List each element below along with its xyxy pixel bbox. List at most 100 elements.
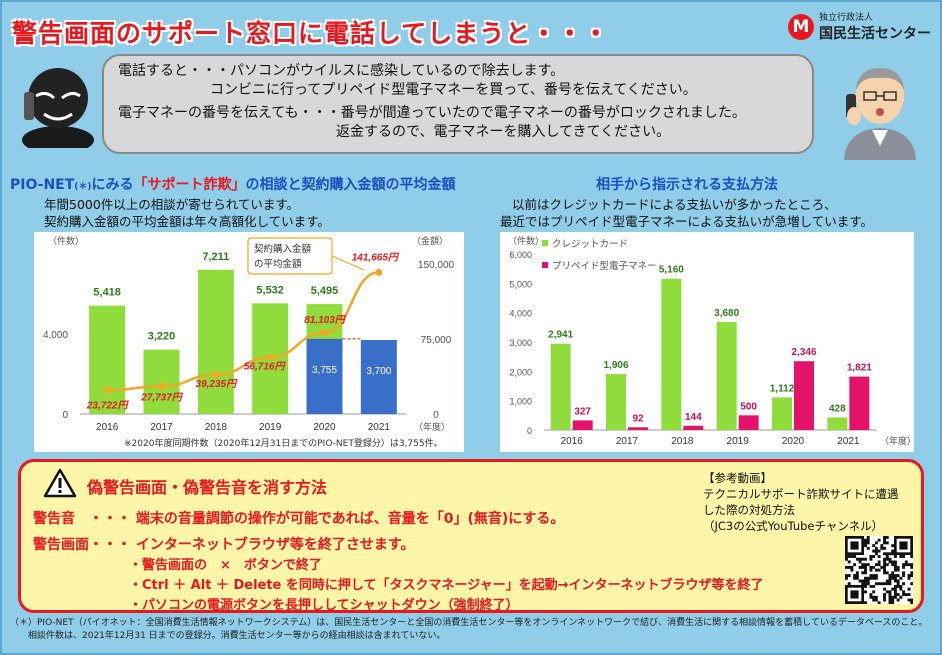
- qr-module: [893, 587, 897, 591]
- qr-module: [864, 565, 867, 569]
- qr-module: [874, 546, 878, 550]
- bar-value-label: 3,680: [714, 308, 739, 319]
- qr-module: [864, 590, 867, 594]
- removal-method-box: 偽警告画面・偽警告音を消す方法 警告音 ・・・ 端末の音量調節の操作が可能であれ…: [18, 459, 924, 613]
- qr-module: [893, 555, 897, 558]
- qr-module: [869, 555, 873, 558]
- qr-module: [899, 595, 903, 599]
- qr-module: [861, 571, 865, 575]
- org-sub-label: 独立行政法人: [819, 13, 874, 23]
- qr-module: [866, 546, 870, 550]
- bar-credit-card: [827, 417, 848, 430]
- qr-module: [845, 555, 848, 558]
- consultation-chart-panel: （件数） （金額） 0 4,000 0 75,000 150,000 5,418 2016 3,2…: [34, 232, 464, 452]
- qr-module: [907, 563, 911, 567]
- qr-module: [888, 601, 892, 604]
- qr-module: [883, 595, 886, 599]
- qr-module: [896, 579, 900, 583]
- qr-module: [902, 563, 906, 567]
- y-tick-label: 1,000: [509, 397, 532, 407]
- qr-module: [874, 541, 878, 545]
- left-title-red: 「サポート詐欺」: [133, 177, 246, 193]
- qr-module: [864, 579, 867, 583]
- bar-value-label: 5,418: [93, 287, 121, 299]
- qr-module: [899, 584, 903, 588]
- qr-module: [861, 557, 865, 561]
- qr-module: [893, 576, 897, 580]
- average-amount-label: 56,716円: [244, 361, 287, 372]
- right-desc-1: 以前はクレジットカードによる支払いが多かったところ、: [512, 197, 837, 212]
- left-chart-note: ※2020年度同期件数（2020年12月31日までのPIO-NET登録分）は3,…: [124, 439, 443, 449]
- qr-module: [888, 590, 892, 594]
- qr-module: [874, 549, 878, 553]
- qr-module: [883, 587, 886, 591]
- y-tick-label: 4,000: [509, 309, 532, 319]
- bar-prepaid: [849, 376, 870, 430]
- payment-chart: （件数） 0 1,000 2,000 3,000 4,000 5,000 6,000 クレジット…: [508, 235, 914, 447]
- x-unit-label: （年度）: [414, 421, 450, 432]
- x-tick-label: 2021: [837, 436, 860, 447]
- qr-module: [872, 590, 876, 594]
- step-close-button: ・警告画面の × ボタンで終了: [129, 558, 322, 573]
- average-amount-label: 81,103円: [304, 315, 347, 326]
- qr-module: [874, 563, 878, 567]
- qr-module: [877, 563, 881, 567]
- qr-module: [872, 584, 876, 588]
- qr-module: [880, 582, 884, 586]
- bar-value-label: 500: [740, 401, 757, 412]
- qr-module: [853, 574, 857, 577]
- qr-module: [877, 560, 881, 564]
- qr-module: [858, 560, 862, 564]
- qr-module: [877, 549, 881, 553]
- legend-label: クレジットカード: [552, 239, 628, 250]
- qr-module: [883, 552, 886, 556]
- x-tick-label: 2018: [205, 422, 228, 433]
- qr-module: [910, 563, 913, 567]
- qr-module: [883, 557, 886, 561]
- qr-finder-inner: [850, 590, 859, 599]
- qr-module: [899, 587, 903, 591]
- average-amount-label: 27,737円: [140, 392, 184, 403]
- qr-module: [880, 544, 884, 548]
- ref-line-2: した際の対処方法: [703, 503, 795, 517]
- qr-module: [891, 571, 895, 575]
- qr-module: [893, 563, 897, 567]
- qr-module: [864, 582, 867, 586]
- qr-module: [877, 538, 881, 542]
- qr-module: [866, 536, 870, 539]
- x-tick-label: 2016: [96, 422, 119, 433]
- qr-code-icon[interactable]: [845, 536, 913, 604]
- qr-module: [883, 560, 886, 564]
- qr-module: [883, 536, 886, 539]
- y-tick-label: 2,000: [509, 367, 532, 377]
- x-tick-label: 2017: [150, 422, 173, 433]
- qr-module: [874, 595, 878, 599]
- qr-module: [864, 584, 867, 588]
- screen-label: 警告画面・・・: [33, 537, 131, 553]
- legend-swatch: [542, 262, 548, 268]
- bar-partial-value-label: 3,755: [312, 365, 337, 376]
- left-title-pre: PIO-NET: [10, 177, 75, 193]
- qr-module: [885, 590, 889, 594]
- x-tick-label: 2021: [368, 422, 391, 433]
- scammer-illustration-icon: [22, 68, 94, 148]
- qr-module: [904, 593, 908, 597]
- ref-line-3: （JC3の公式YouTubeチャンネル）: [703, 519, 884, 533]
- qr-module: [864, 601, 867, 604]
- qr-module: [847, 582, 851, 586]
- qr-module: [847, 565, 851, 569]
- qr-module: [888, 579, 892, 583]
- bar-value-label: 327: [574, 406, 591, 417]
- qr-module: [847, 560, 851, 564]
- qr-module: [864, 541, 867, 545]
- qr-module: [888, 552, 892, 556]
- right-section-title: 相手から指示される支払方法: [596, 177, 778, 193]
- qr-module: [902, 555, 906, 558]
- qr-module: [864, 571, 867, 575]
- qr-module: [885, 579, 889, 583]
- qr-module: [885, 563, 889, 567]
- qr-module: [866, 582, 870, 586]
- x-tick-label: 2017: [616, 436, 639, 447]
- bar-value-label: 1,906: [603, 360, 628, 371]
- qr-module: [885, 557, 889, 561]
